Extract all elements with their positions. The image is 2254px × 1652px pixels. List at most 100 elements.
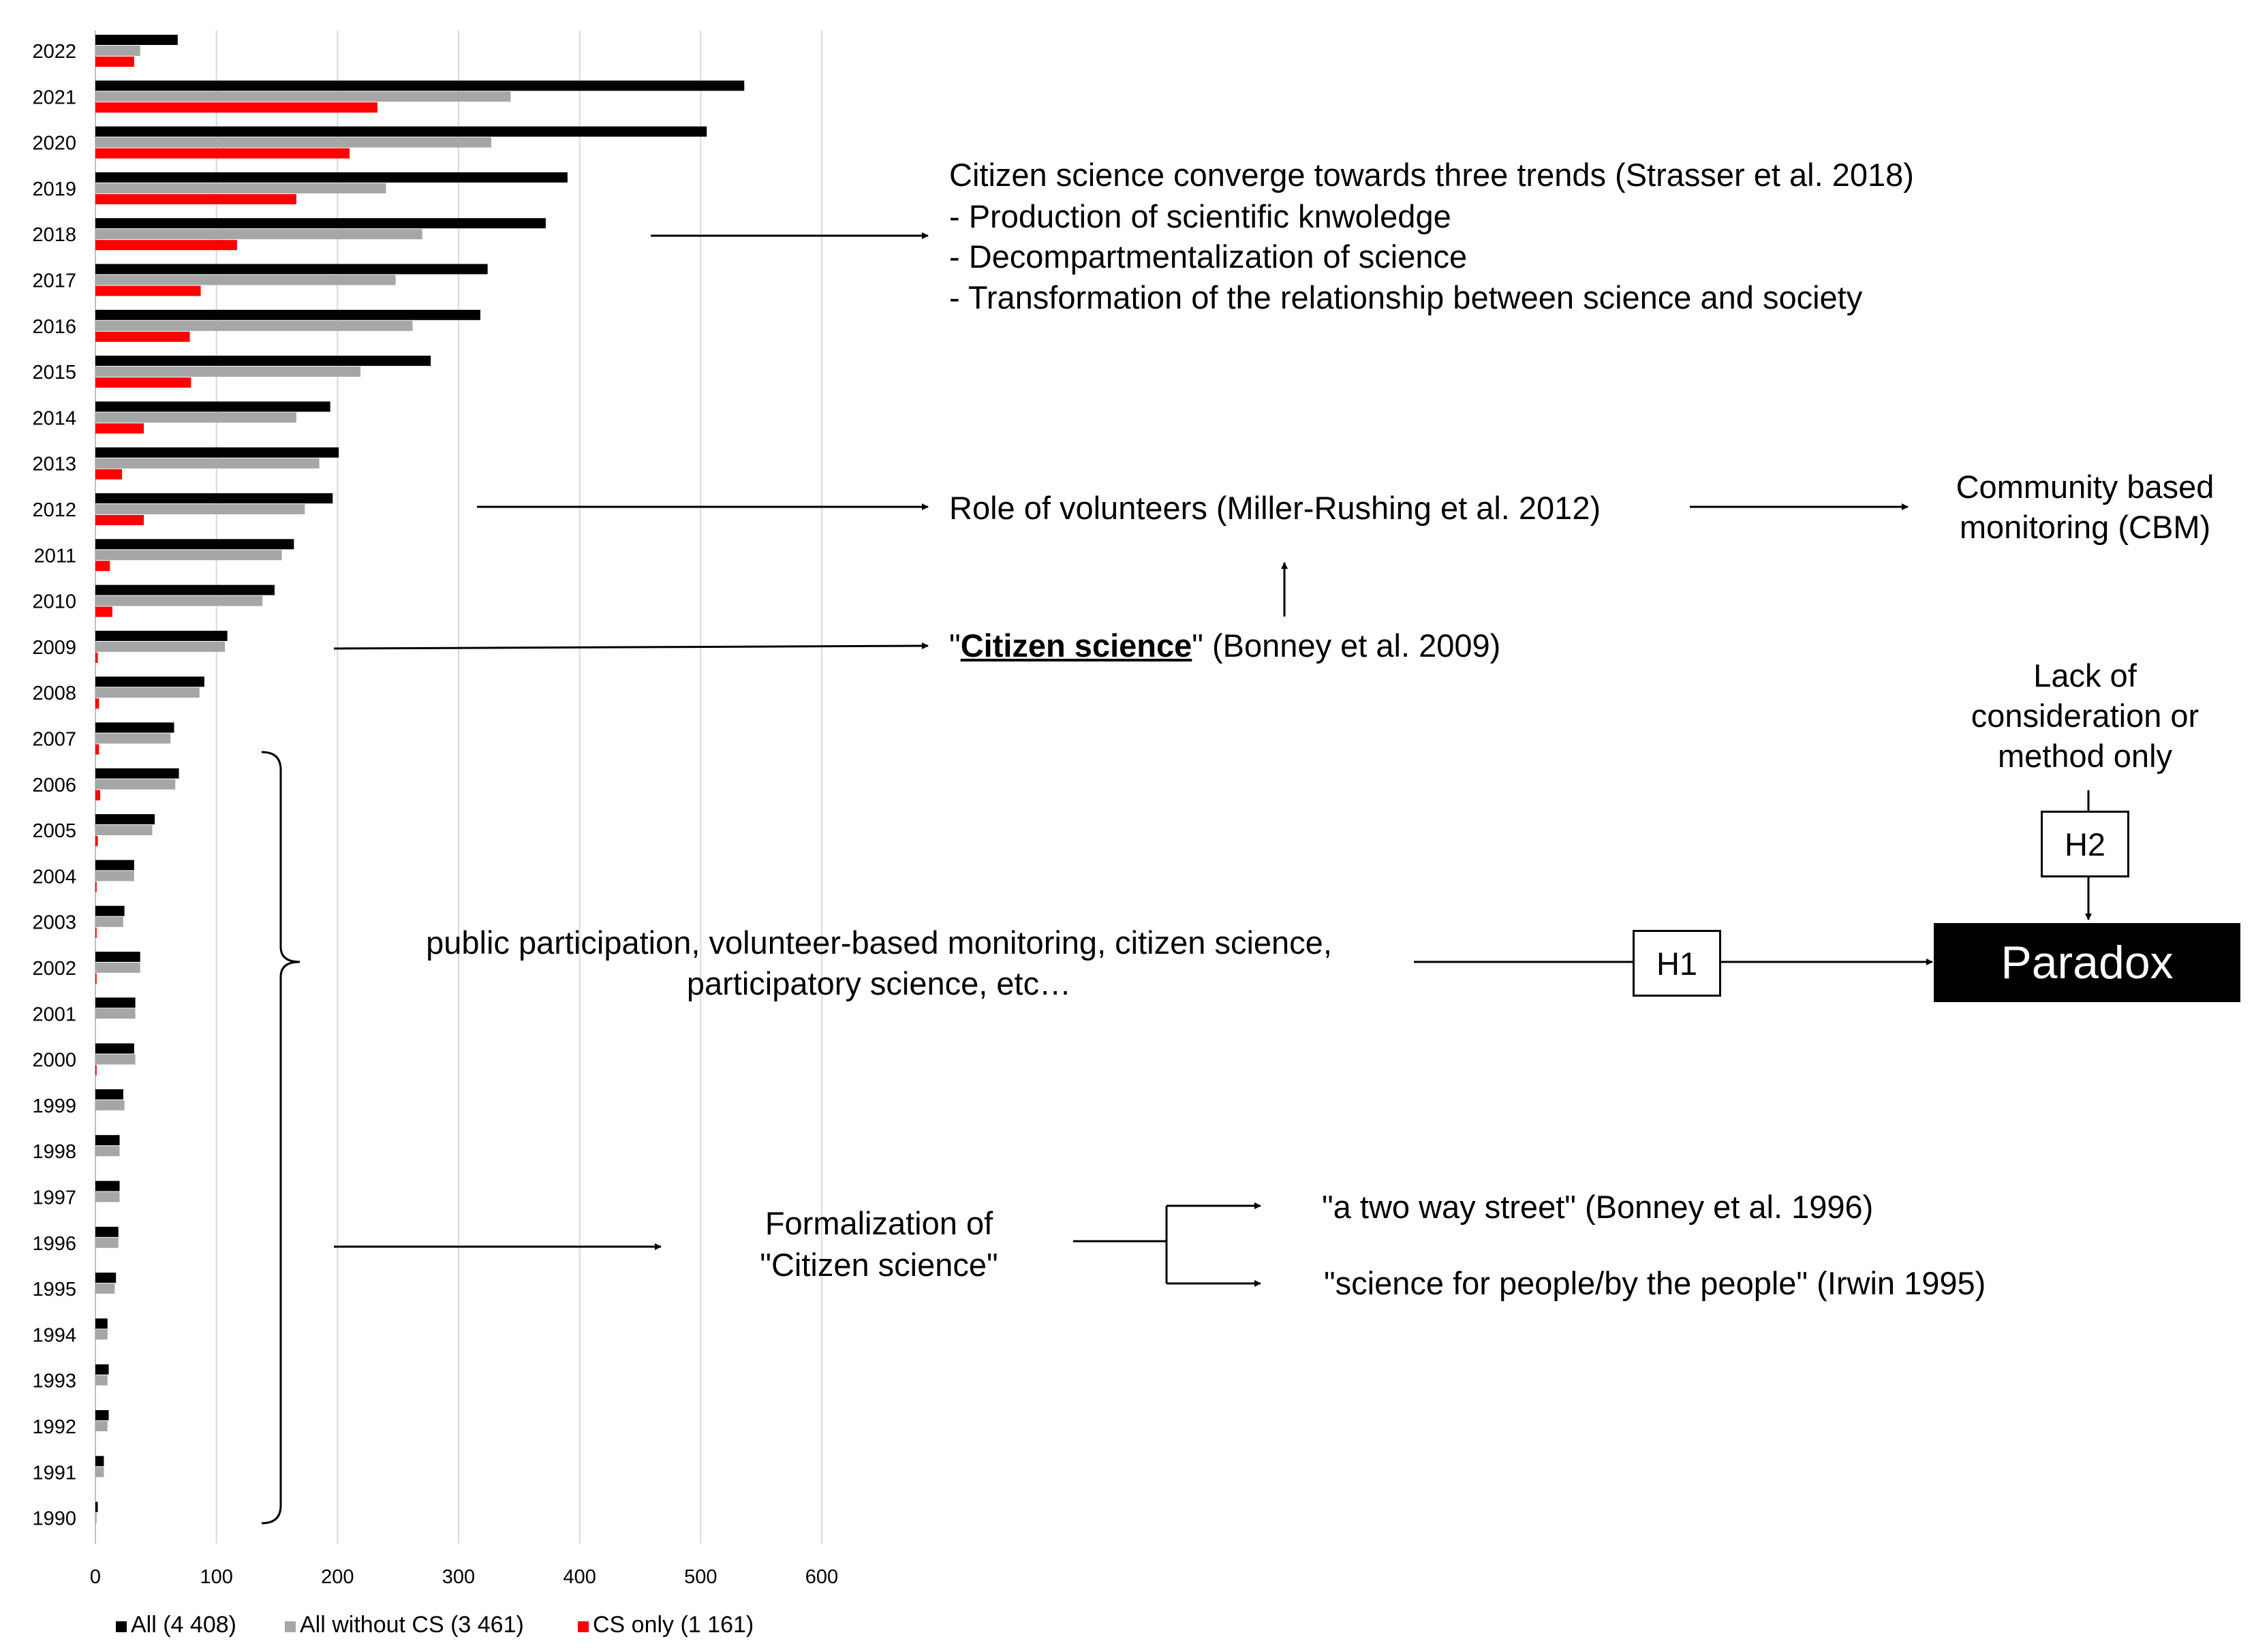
year-label-2019: 2019 — [32, 178, 76, 200]
year-label-2016: 2016 — [32, 316, 76, 338]
public-line-1: public participation, volunteer-based mo… — [426, 924, 1332, 961]
bar-2010-all-without-cs — [95, 595, 263, 606]
bar-2013-all — [95, 447, 339, 458]
bar-1991-all-without-cs — [95, 1467, 104, 1478]
bar-2000-all-without-cs — [95, 1054, 136, 1065]
bar-2014-all-without-cs — [95, 412, 296, 423]
bar-2011-cs-only — [95, 561, 110, 572]
year-label-2017: 2017 — [32, 270, 76, 292]
bar-1995-all-without-cs — [95, 1283, 115, 1294]
legend: All (4 408) All without CS (3 461) CS only… — [116, 1612, 754, 1638]
bar-2001-all-without-cs — [95, 1008, 136, 1019]
year-label-1999: 1999 — [32, 1095, 76, 1117]
paradox-box: Paradox — [1934, 923, 2240, 1002]
bar-2004-all — [95, 860, 134, 871]
formalization-line-1: Formalization of — [765, 1205, 993, 1241]
bar-2002-all-without-cs — [95, 963, 140, 973]
bar-1998-all-without-cs — [95, 1146, 120, 1157]
bar-2018-all — [95, 218, 546, 229]
year-label-2013: 2013 — [32, 454, 76, 476]
bar-2006-all-without-cs — [95, 779, 176, 790]
year-label-2009: 2009 — [32, 637, 76, 659]
bar-1993-all-without-cs — [95, 1375, 108, 1386]
year-label-2018: 2018 — [32, 224, 76, 246]
legend-swatch-2 — [578, 1621, 589, 1632]
bar-2013-cs-only — [95, 469, 123, 480]
x-tick-300: 300 — [442, 1566, 475, 1588]
bar-2014-all — [95, 401, 330, 412]
bar-2012-cs-only — [95, 515, 144, 525]
bar-2002-all — [95, 952, 140, 962]
bar-2019-all-without-cs — [95, 183, 386, 193]
bar-2007-all-without-cs — [95, 733, 171, 744]
bar-2011-all-without-cs — [95, 550, 282, 561]
grid-lines — [95, 31, 822, 1544]
bar-2016-all-without-cs — [95, 320, 413, 331]
bar-2020-all-without-cs — [95, 137, 491, 148]
x-tick-600: 600 — [805, 1566, 838, 1588]
curly-brace — [261, 751, 300, 1525]
year-label-2006: 2006 — [32, 775, 76, 796]
x-tick-labels: 0 100 200 300 400 500 600 — [90, 1566, 838, 1588]
bar-2003-all — [95, 905, 125, 916]
bar-2018-cs-only — [95, 240, 237, 251]
trend-item-1: - Production of scientific knwoledge — [949, 198, 1451, 234]
bar-2019-cs-only — [95, 193, 296, 204]
trend-item-3: - Transformation of the relationship bet… — [949, 279, 1863, 315]
year-label-2021: 2021 — [32, 87, 76, 108]
bar-2006-all — [95, 768, 179, 779]
bar-2003-cs-only — [95, 927, 97, 938]
lack-line-3: method only — [1997, 738, 2173, 774]
bar-2015-all — [95, 356, 431, 367]
h2-box: H2 — [2041, 811, 2129, 877]
bar-2022-all — [95, 35, 178, 45]
year-label-1995: 1995 — [32, 1279, 76, 1300]
year-label-2022: 2022 — [32, 41, 76, 63]
bar-2012-all-without-cs — [95, 504, 305, 514]
bar-1997-all-without-cs — [95, 1191, 120, 1202]
bar-1996-all — [95, 1226, 119, 1237]
bar-1995-all — [95, 1273, 117, 1283]
quote-open: " — [949, 627, 961, 664]
cbm-line-2: monitoring (CBM) — [1959, 509, 2211, 545]
bar-2012-all — [95, 493, 333, 503]
bar-2000-cs-only — [95, 1065, 97, 1076]
year-label-2002: 2002 — [32, 958, 76, 980]
bonney-2009: " (Bonney et al. 2009) — [1192, 627, 1501, 664]
year-label-2007: 2007 — [32, 729, 76, 751]
bar-2009-all-without-cs — [95, 641, 226, 652]
bar-1990-all-without-cs — [95, 1512, 97, 1523]
formalization-line-2: "Citizen science" — [760, 1247, 998, 1283]
bar-1992-all — [95, 1410, 109, 1420]
bar-2020-cs-only — [95, 148, 350, 159]
year-label-2004: 2004 — [32, 866, 76, 888]
x-tick-200: 200 — [321, 1566, 354, 1588]
bar-2010-cs-only — [95, 606, 112, 617]
bar-2015-cs-only — [95, 377, 191, 388]
x-tick-400: 400 — [563, 1566, 596, 1588]
science-for-people: "science for people/by the people" (Irwi… — [1324, 1265, 1986, 1301]
public-line-2: participatory science, etc… — [686, 965, 1072, 1001]
bar-1993-all — [95, 1364, 109, 1375]
bar-2021-cs-only — [95, 102, 377, 113]
x-tick-500: 500 — [684, 1566, 717, 1588]
bar-2015-all-without-cs — [95, 367, 361, 377]
year-label-2011: 2011 — [34, 545, 76, 567]
bars — [95, 35, 745, 1523]
arrow-to-citizen-science-term — [333, 642, 929, 650]
bar-2017-all — [95, 264, 488, 275]
bar-2014-cs-only — [95, 423, 144, 434]
bar-1999-all-without-cs — [95, 1100, 125, 1110]
cbm-line-1: Community based — [1956, 469, 2214, 505]
bar-2005-all-without-cs — [95, 825, 153, 836]
bar-2013-all-without-cs — [95, 458, 320, 469]
year-label-1997: 1997 — [32, 1187, 76, 1209]
bar-1998-all — [95, 1135, 120, 1146]
citizen-science-bold: Citizen science — [960, 627, 1192, 664]
two-way-street: "a two way street" (Bonney et al. 1996) — [1322, 1189, 1874, 1225]
bar-2005-all — [95, 814, 155, 825]
bar-1992-all-without-cs — [95, 1421, 108, 1431]
connector-arrows — [261, 232, 2092, 1525]
bar-2009-all — [95, 630, 228, 641]
